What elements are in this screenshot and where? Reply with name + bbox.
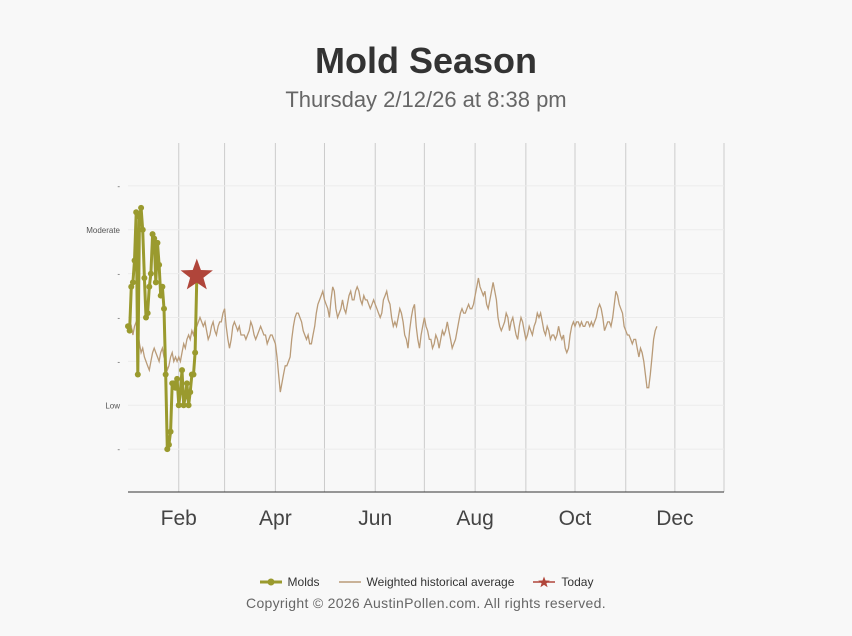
molds-point[interactable] [192,349,199,356]
molds-point[interactable] [185,402,192,409]
legend: Molds Weighted historical average Today [0,575,852,589]
historical-average-line [127,277,658,393]
molds-point[interactable] [177,389,184,396]
molds-point[interactable] [165,441,172,448]
molds-point[interactable] [154,239,161,246]
legend-item-molds[interactable]: Molds [259,575,320,589]
legend-item-today[interactable]: Today [532,575,593,589]
molds-point[interactable] [141,275,148,282]
molds-series [125,204,200,453]
legend-label-molds: Molds [287,575,320,589]
molds-point[interactable] [156,261,163,268]
molds-point[interactable] [147,270,154,277]
molds-point[interactable] [139,226,146,233]
legend-item-historical[interactable]: Weighted historical average [338,575,515,589]
y-tick-label-4: - [117,270,120,279]
y-tick-label-5: Moderate [86,226,120,235]
chart-subtitle: Thursday 2/12/26 at 8:38 pm [285,87,567,112]
x-axis-ticks: Feb Apr Jun Aug Oct Dec [161,507,694,530]
molds-point[interactable] [179,367,186,374]
molds-point[interactable] [161,305,168,312]
grid-layer [128,143,725,492]
y-tick-label-0: - [117,445,120,454]
molds-legend-symbol [259,578,282,586]
molds-point[interactable] [136,213,143,220]
molds-point[interactable] [190,371,197,378]
molds-point[interactable] [138,204,145,211]
molds-point[interactable] [146,283,153,290]
molds-point[interactable] [157,292,164,299]
x-tick-label-dec: Dec [656,507,693,530]
molds-point[interactable] [175,402,182,409]
x-tick-label-aug: Aug [456,507,493,530]
legend-label-historical: Weighted historical average [366,575,515,589]
y-axis-ticks: - Low - - - Moderate - [86,182,120,454]
molds-point[interactable] [162,371,169,378]
copyright-text: Copyright © 2026 AustinPollen.com. All r… [246,595,606,611]
molds-point[interactable] [183,380,190,387]
x-tick-label-feb: Feb [161,507,197,530]
y-tick-label-3: - [117,314,120,323]
molds-line [126,206,199,451]
historical-legend-symbol [338,581,361,583]
x-tick-label-apr: Apr [259,507,292,530]
molds-point[interactable] [159,283,166,290]
y-tick-label-2: - [117,357,120,366]
today-star-marker[interactable] [180,258,213,290]
x-tick-label-oct: Oct [559,507,592,530]
molds-point[interactable] [133,209,140,216]
molds-point[interactable] [126,327,133,334]
y-tick-label-1: Low [105,401,120,410]
legend-label-today: Today [561,575,594,589]
today-legend-symbol [533,576,556,588]
x-tick-label-jun: Jun [358,507,392,530]
y-tick-label-6: - [117,182,120,191]
molds-point[interactable] [167,428,174,435]
molds-point[interactable] [180,402,187,409]
molds-point[interactable] [174,375,181,382]
molds-point[interactable] [187,389,194,396]
today-marker-layer [180,258,213,290]
molds-point[interactable] [152,279,159,286]
historical-series [127,277,658,393]
molds-point[interactable] [131,257,138,264]
molds-point[interactable] [129,279,136,286]
molds-point[interactable] [151,235,158,242]
molds-point[interactable] [144,310,151,317]
molds-point[interactable] [182,393,189,400]
molds-point[interactable] [134,371,141,378]
molds-point[interactable] [172,384,179,391]
chart-title: Mold Season [314,40,538,81]
